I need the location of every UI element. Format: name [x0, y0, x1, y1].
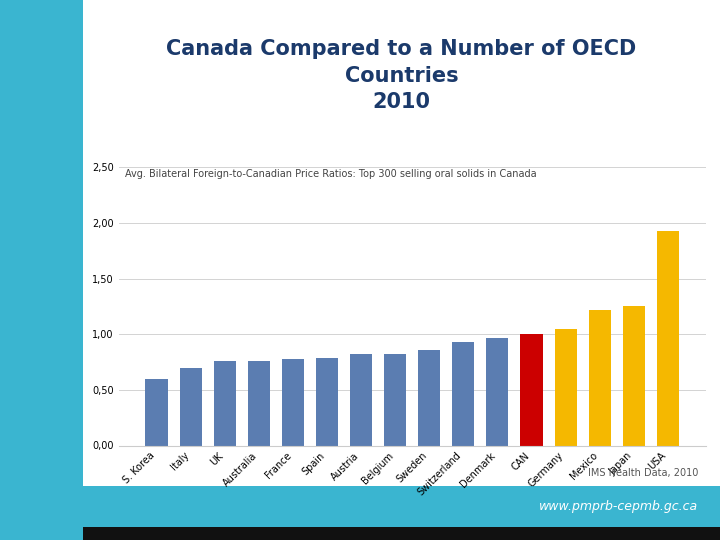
Bar	[282, 359, 304, 445]
Bar	[248, 361, 270, 446]
Bar	[350, 354, 372, 446]
Bar	[418, 350, 441, 446]
Bar	[214, 361, 236, 446]
Bar	[145, 379, 168, 445]
Text: www.pmprb-cepmb.gc.ca: www.pmprb-cepmb.gc.ca	[539, 500, 698, 513]
Bar	[486, 338, 508, 446]
Bar	[452, 342, 474, 446]
Text: IMS Health Data, 2010: IMS Health Data, 2010	[588, 468, 698, 478]
Bar	[316, 357, 338, 446]
Text: Avg. Bilateral Foreign-to-Canadian Price Ratios: Top 300 selling oral solids in : Avg. Bilateral Foreign-to-Canadian Price…	[125, 169, 536, 179]
Bar	[179, 368, 202, 445]
Bar	[588, 310, 611, 446]
Bar	[521, 334, 543, 446]
Text: Canada Compared to a Number of OECD
Countries
2010: Canada Compared to a Number of OECD Coun…	[166, 39, 636, 112]
Text: 24: 24	[14, 500, 34, 513]
Bar	[554, 329, 577, 446]
Bar	[657, 231, 679, 446]
Bar	[623, 307, 645, 446]
Bar	[384, 354, 406, 446]
